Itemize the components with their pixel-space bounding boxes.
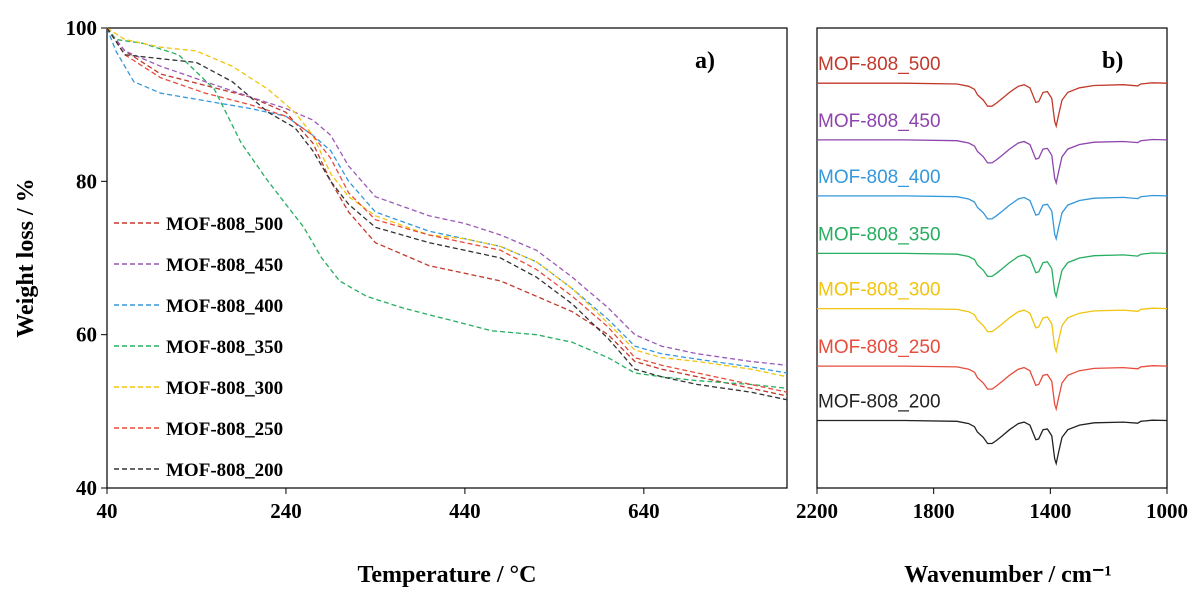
- panel-b-xlabel: Wavenumber / cm⁻¹: [904, 562, 1111, 588]
- series-line-mof-808-200: [106, 27, 788, 401]
- y-tick-label: 100: [66, 16, 98, 40]
- legend-entry: MOF-808_300: [166, 378, 283, 399]
- panel-b-label: b): [1102, 48, 1123, 74]
- x-tick-label: 1000: [1146, 499, 1188, 523]
- legend-entry: MOF-808_400: [166, 296, 283, 317]
- series-line-mof-808-250: [106, 27, 788, 393]
- ftir-line-mof-808-300: [817, 307, 1168, 354]
- series-line-mof-808-350: [106, 27, 788, 389]
- x-tick-label: 1400: [1029, 499, 1071, 523]
- ftir-series-label: MOF-808_200: [818, 392, 941, 413]
- panel-a-ticks: 40 240 440 640 40 60 80 100: [66, 16, 660, 523]
- x-tick-label: 40: [97, 499, 118, 523]
- panel-a-xlabel: Temperature / °C: [358, 562, 537, 588]
- legend-entry: MOF-808_500: [166, 214, 283, 235]
- x-tick-label: 1800: [913, 499, 955, 523]
- y-tick-label: 60: [76, 323, 97, 347]
- ftir-line-mof-808-250: [817, 365, 1168, 412]
- ftir-series-label: MOF-808_250: [818, 337, 941, 358]
- x-tick-label: 2200: [796, 499, 838, 523]
- x-tick-label: 240: [270, 499, 302, 523]
- x-tick-label: 440: [449, 499, 481, 523]
- ftir-series-label: MOF-808_450: [818, 111, 941, 132]
- ftir-series-label: MOF-808_500: [818, 54, 941, 75]
- legend-entry: MOF-808_200: [166, 460, 283, 481]
- series-line-mof-808-450: [106, 27, 788, 366]
- legend-entry: MOF-808_350: [166, 337, 283, 358]
- ftir-line-mof-808-350: [817, 252, 1168, 299]
- series-line-mof-808-400: [106, 27, 788, 374]
- ftir-line-mof-808-200: [817, 419, 1168, 467]
- panel-b-series-labels: MOF-808_500 MOF-808_450 MOF-808_400 MOF-808…: [818, 54, 941, 412]
- legend-entry: MOF-808_250: [166, 419, 283, 440]
- ftir-series-label: MOF-808_400: [818, 167, 941, 188]
- ftir-line-mof-808-500: [817, 82, 1168, 129]
- panel-a-legend: MOF-808_500 MOF-808_450 MOF-808_400 MOF-808…: [114, 214, 283, 481]
- panel-a-frame: [106, 27, 788, 489]
- panel-a-label: a): [695, 48, 715, 74]
- ftir-series-label: MOF-808_300: [818, 280, 941, 301]
- ftir-series-label: MOF-808_350: [818, 224, 941, 245]
- series-line-mof-808-300: [106, 27, 788, 378]
- ftir-line-mof-808-400: [817, 194, 1168, 242]
- panel-a-series: [106, 27, 788, 401]
- series-line-mof-808-500: [106, 27, 788, 397]
- panel-b-ticks: 2200 1800 1400 1000: [796, 488, 1188, 523]
- y-tick-label: 40: [76, 476, 97, 500]
- y-tick-label: 80: [76, 169, 97, 193]
- panel-b-series: [817, 82, 1168, 467]
- panel-b-frame: [816, 27, 1168, 489]
- panel-a-ylabel: Weight loss / %: [13, 178, 39, 337]
- legend-entry: MOF-808_450: [166, 255, 283, 276]
- ftir-line-mof-808-450: [817, 138, 1168, 186]
- x-tick-label: 640: [628, 499, 660, 523]
